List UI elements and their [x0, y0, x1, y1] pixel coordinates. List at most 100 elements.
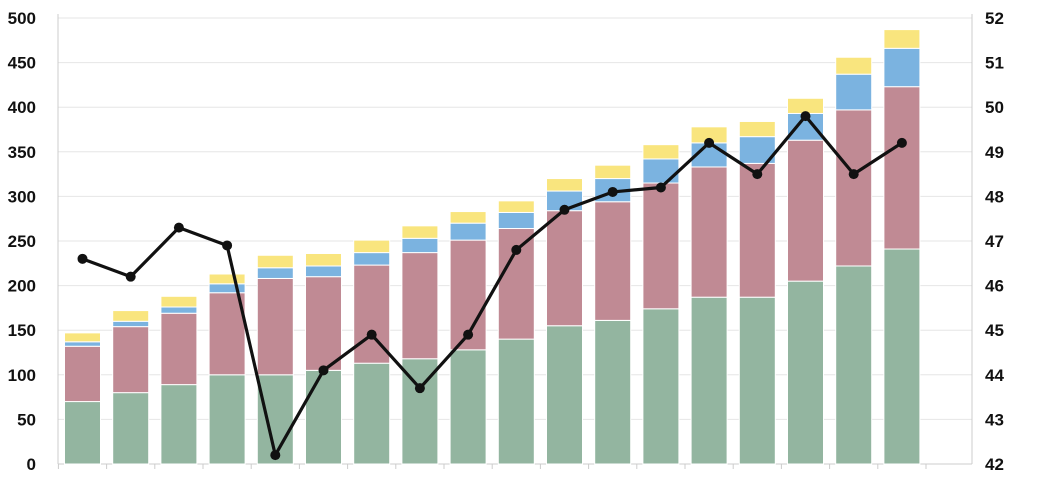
bar-segment-series-1 [353, 362, 391, 465]
y-right-tick-label: 46 [985, 277, 1004, 296]
y-left-tick-label: 0 [27, 455, 36, 474]
bar-segment-series-4 [64, 332, 101, 343]
line-point [704, 137, 715, 148]
bar-segment-series-1 [690, 296, 728, 465]
bar-segment-series-2 [883, 86, 921, 250]
bar-segment-series-3 [642, 158, 680, 184]
y-right-tick-label: 44 [985, 366, 1004, 385]
line-point [559, 204, 570, 215]
bar-segment-series-2 [738, 162, 776, 298]
bar-segment-series-4 [835, 56, 873, 75]
y-left-tick-label: 350 [8, 143, 36, 162]
y-right-tick-label: 52 [985, 9, 1004, 28]
bar-segment-series-3 [305, 265, 342, 278]
bar-segment-series-1 [594, 319, 632, 465]
y-right-tick-label: 45 [985, 321, 1004, 340]
bar-segment-series-2 [112, 326, 150, 394]
y-left-tick-label: 300 [8, 187, 36, 206]
bar-segment-series-4 [305, 252, 342, 267]
bar-segment-series-4 [112, 310, 150, 322]
bar-segment-series-4 [883, 29, 921, 49]
bar-segment-series-4 [401, 225, 439, 239]
y-right-tick-label: 49 [985, 143, 1004, 162]
line-point [752, 169, 763, 180]
line-point [77, 253, 88, 264]
bar-segment-series-1 [449, 349, 487, 465]
y-right-tick-label: 43 [985, 410, 1004, 429]
y-left-tick-label: 200 [8, 277, 36, 296]
line-point [463, 329, 474, 340]
line-point [607, 186, 618, 197]
bar-segment-series-1 [642, 308, 680, 465]
bar-segment-series-3 [353, 252, 391, 266]
bar-segment-series-4 [594, 164, 632, 180]
bar-segment-series-4 [208, 273, 246, 285]
y-right-tick-label: 50 [985, 98, 1004, 117]
bar-segment-series-2 [787, 139, 824, 282]
bar-segment-series-2 [208, 292, 246, 376]
line-point [366, 329, 377, 340]
bar-segment-series-3 [256, 267, 294, 279]
bar-segment-series-4 [546, 178, 583, 192]
y-right-tick-label: 42 [985, 455, 1004, 474]
y-left-tick-label: 100 [8, 366, 36, 385]
bar-segment-series-1 [883, 248, 921, 465]
line-point [511, 244, 522, 255]
bar-segment-series-3 [64, 341, 101, 347]
line-point [222, 240, 233, 251]
line-point [414, 383, 425, 394]
y-right-tick-label: 47 [985, 232, 1004, 251]
bar-segment-series-3 [112, 320, 150, 328]
bar-segment-series-4 [353, 239, 391, 254]
bar-segment-series-4 [497, 200, 535, 213]
bar-segment-series-3 [208, 283, 246, 294]
bar-segment-series-1 [112, 392, 150, 465]
bar-segment-series-2 [160, 312, 198, 386]
bar-segment-series-1 [64, 401, 101, 465]
line-point [125, 271, 136, 282]
bar-segment-series-4 [160, 295, 198, 308]
line-point [896, 137, 907, 148]
bar-segment-series-3 [497, 211, 535, 230]
bar-segment-series-1 [835, 265, 873, 465]
bar-segment-series-3 [160, 306, 198, 314]
bar-segment-series-4 [449, 211, 487, 224]
bar-segment-series-1 [305, 369, 342, 465]
bar-segment-series-2 [305, 276, 342, 371]
line-series [81, 114, 903, 457]
y-left-tick-label: 250 [8, 232, 36, 251]
y-right-tick-label: 51 [985, 54, 1004, 73]
bar-segment-series-1 [738, 296, 776, 465]
line-point [848, 169, 859, 180]
line-point [173, 222, 184, 233]
bar-segment-series-3 [883, 47, 921, 88]
bar-segment-series-1 [208, 374, 246, 465]
bar-segment-series-2 [594, 201, 632, 321]
y-right-tick-label: 48 [985, 187, 1004, 206]
bar-segment-series-2 [835, 109, 873, 267]
y-left-tick-label: 50 [17, 410, 36, 429]
y-left-tick-label: 400 [8, 98, 36, 117]
bar-segment-series-1 [160, 384, 198, 465]
bar-segment-series-3 [449, 222, 487, 241]
bar-segment-series-1 [546, 325, 583, 465]
line-point [318, 365, 329, 376]
bar-segment-series-3 [401, 237, 439, 254]
bar-segment-series-1 [497, 338, 535, 465]
bar-segment-series-4 [738, 120, 776, 138]
line-point [270, 450, 281, 461]
bar-segment-series-2 [690, 166, 728, 298]
bar-segment-series-4 [256, 254, 294, 269]
line-point [800, 111, 811, 122]
line-point [655, 182, 666, 193]
y-left-tick-label: 500 [8, 9, 36, 28]
bar-segment-series-2 [256, 277, 294, 376]
bar-segment-series-4 [642, 144, 680, 160]
bar-segment-series-2 [546, 210, 583, 327]
bar-segment-series-2 [642, 182, 680, 310]
y-left-tick-label: 450 [8, 54, 36, 73]
bar-segment-series-2 [401, 252, 439, 360]
bar-segment-series-1 [787, 280, 824, 465]
